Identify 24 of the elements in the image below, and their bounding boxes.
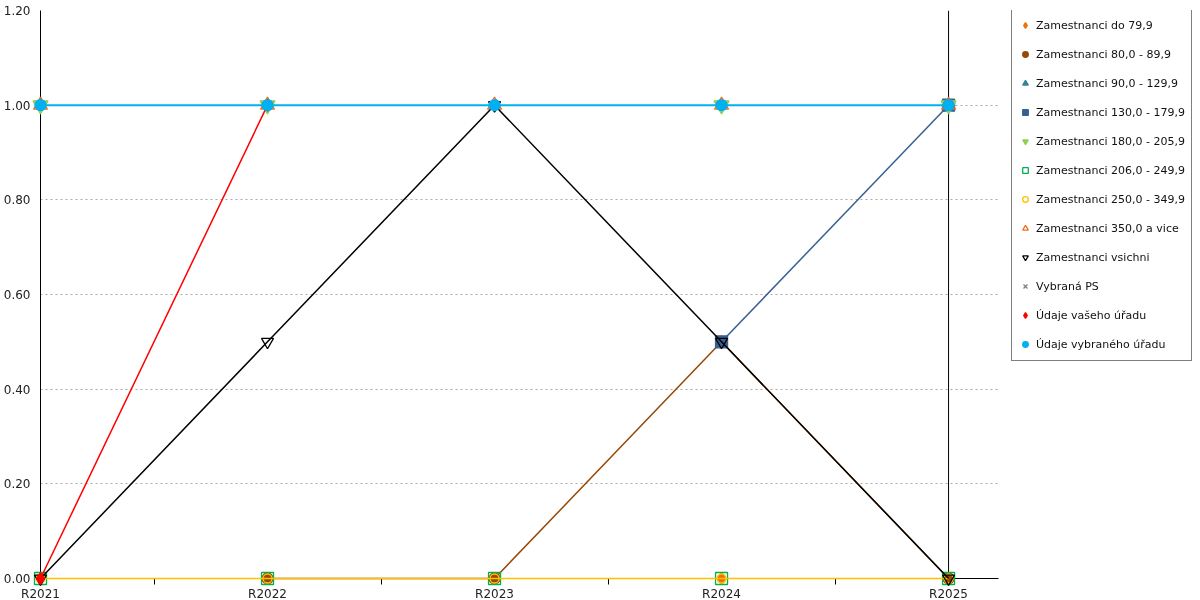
legend-label: Zamestnanci 250,0 - 349,9 [1036,191,1186,208]
y-tick-label: 0.80 [3,193,31,208]
x-tick-label: R2021 [21,586,60,600]
y-tick-label: 1.00 [3,98,31,113]
legend-label: Zamestnanci 206,0 - 249,9 [1036,162,1186,179]
x-tick-label: R2024 [702,586,741,600]
legend-label: Vybraná PS [1036,278,1099,295]
x-tick-label: R2025 [929,586,969,600]
legend-label: Zamestnanci do 79,9 [1036,17,1153,34]
legend-label: Zamestnanci 350,0 a vice [1036,220,1179,237]
y-tick-label: 0.00 [3,572,31,586]
legend-label: Zamestnanci vsichni [1036,249,1150,266]
y-tick-label: 0.40 [3,382,31,397]
legend-label: Zamestnanci 130,0 - 179,9 [1036,104,1186,121]
x-tick-label: R2023 [475,586,514,600]
legend-label: Údaje vybraného úřadu [1036,336,1166,353]
y-tick-label: 0.20 [3,477,31,492]
y-tick-label: 0.60 [3,288,31,302]
legend-label: Zamestnanci 90,0 - 129,9 [1036,75,1179,92]
legend-label: Zamestnanci 180,0 - 205,9 [1036,133,1186,150]
legend-label: Údaje vašeho úřadu [1036,307,1147,324]
x-tick-label: R2022 [248,586,287,600]
legend-label: Zamestnanci 80,0 - 89,9 [1036,46,1172,63]
y-tick-label: 1.20 [3,4,31,18]
